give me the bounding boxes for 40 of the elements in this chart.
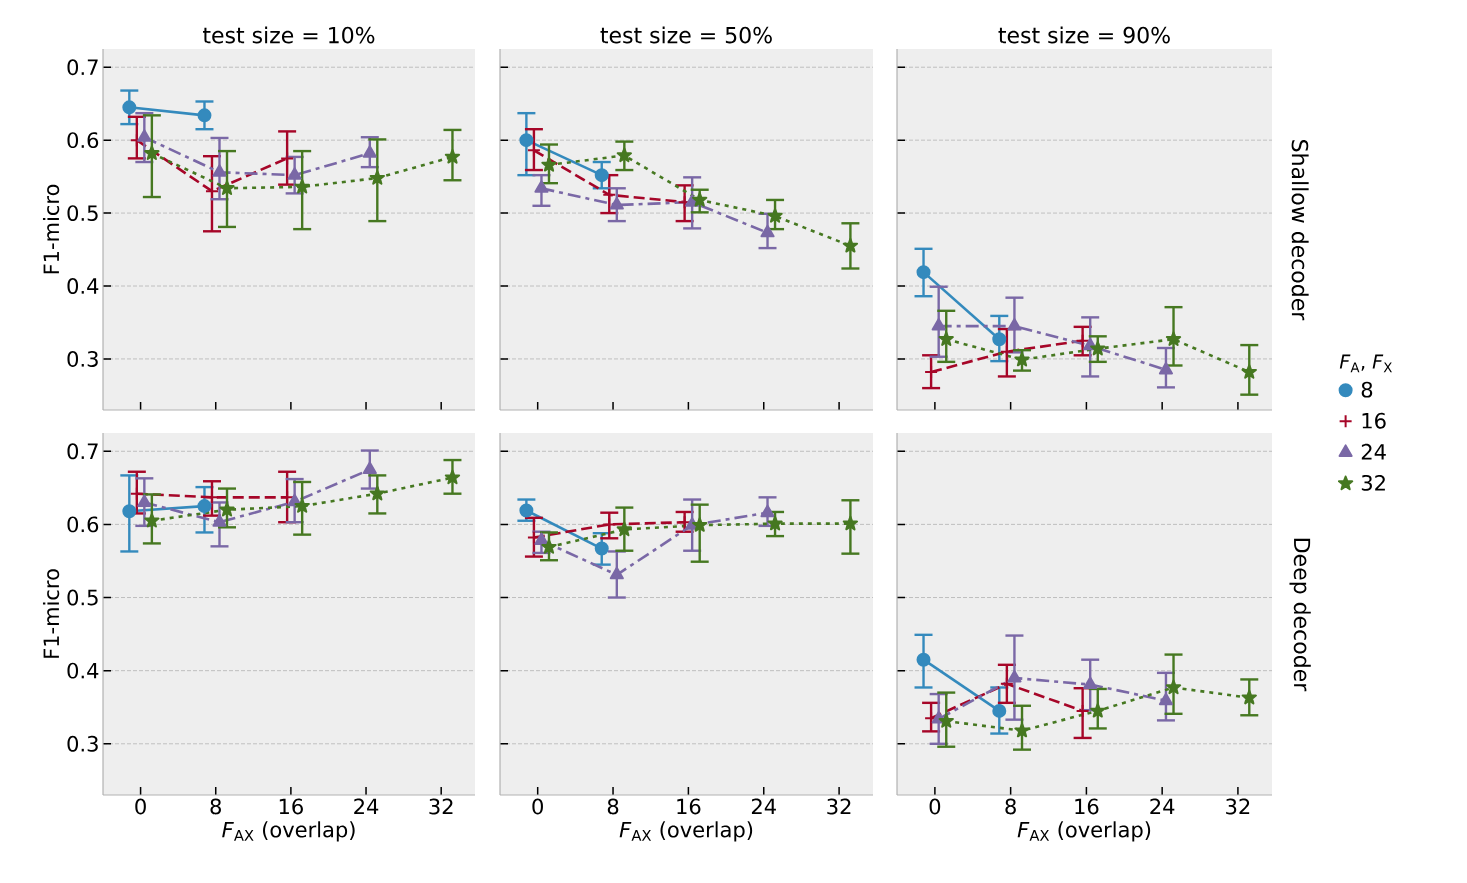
x-tick-label: 0 [135, 798, 146, 815]
y-tick-label: 0.7 [67, 443, 98, 460]
legend-title: F$_{A}$, F$_{X}$ [1339, 354, 1392, 373]
x-tick-label: 24 [751, 798, 776, 815]
y-tick-label: 0.4 [67, 278, 99, 294]
y-axis-title: F1-micro [42, 184, 60, 274]
x-tick-label: 32 [1226, 798, 1250, 815]
y-tick-label: 0.5 [67, 205, 98, 222]
x-tick-label: 16 [1075, 798, 1099, 815]
legend-label: 16 [1362, 412, 1386, 429]
y-tick-label: 0.6 [67, 132, 99, 149]
y-axis-title: F1-micro [42, 569, 60, 658]
x-tick-label: 32 [429, 798, 453, 815]
x-tick-label: 8 [607, 798, 619, 815]
x-tick-label: 24 [1150, 798, 1175, 815]
text: Shallow decoder [1291, 140, 1309, 321]
y-tick-label: 0.5 [67, 589, 98, 606]
chart-title: test size = 90% [998, 26, 1170, 44]
x-axis-title: F$_{AX}$ (overlap) [1017, 821, 1151, 842]
x-axis-title: F$_{AX}$ (overlap) [222, 821, 355, 842]
y-tick-label: 0.4 [67, 662, 99, 679]
y-tick-label: 0.3 [67, 350, 98, 367]
x-tick-label: 24 [354, 798, 379, 815]
x-tick-label: 16 [279, 798, 303, 815]
x-tick-label: 0 [929, 798, 941, 815]
y-tick-label: 0.7 [67, 59, 98, 76]
chart-title: test size = 50% [600, 26, 772, 44]
x-tick-label: 0 [532, 798, 543, 815]
legend-label: 32 [1361, 474, 1385, 491]
y-tick-label: 0.6 [67, 516, 99, 533]
legend-label: 24 [1361, 443, 1386, 460]
chart-title: test size = 10% [203, 26, 375, 44]
text: Deep decoder [1289, 538, 1311, 692]
x-tick-label: 16 [677, 798, 701, 815]
x-axis-title: F$_{AX}$ (overlap) [619, 821, 753, 842]
y-tick-label: 0.3 [67, 735, 98, 752]
x-tick-label: 32 [827, 798, 851, 815]
legend-label: 8 [1361, 381, 1373, 398]
x-tick-label: 8 [1005, 798, 1016, 815]
x-tick-label: 8 [210, 798, 221, 815]
